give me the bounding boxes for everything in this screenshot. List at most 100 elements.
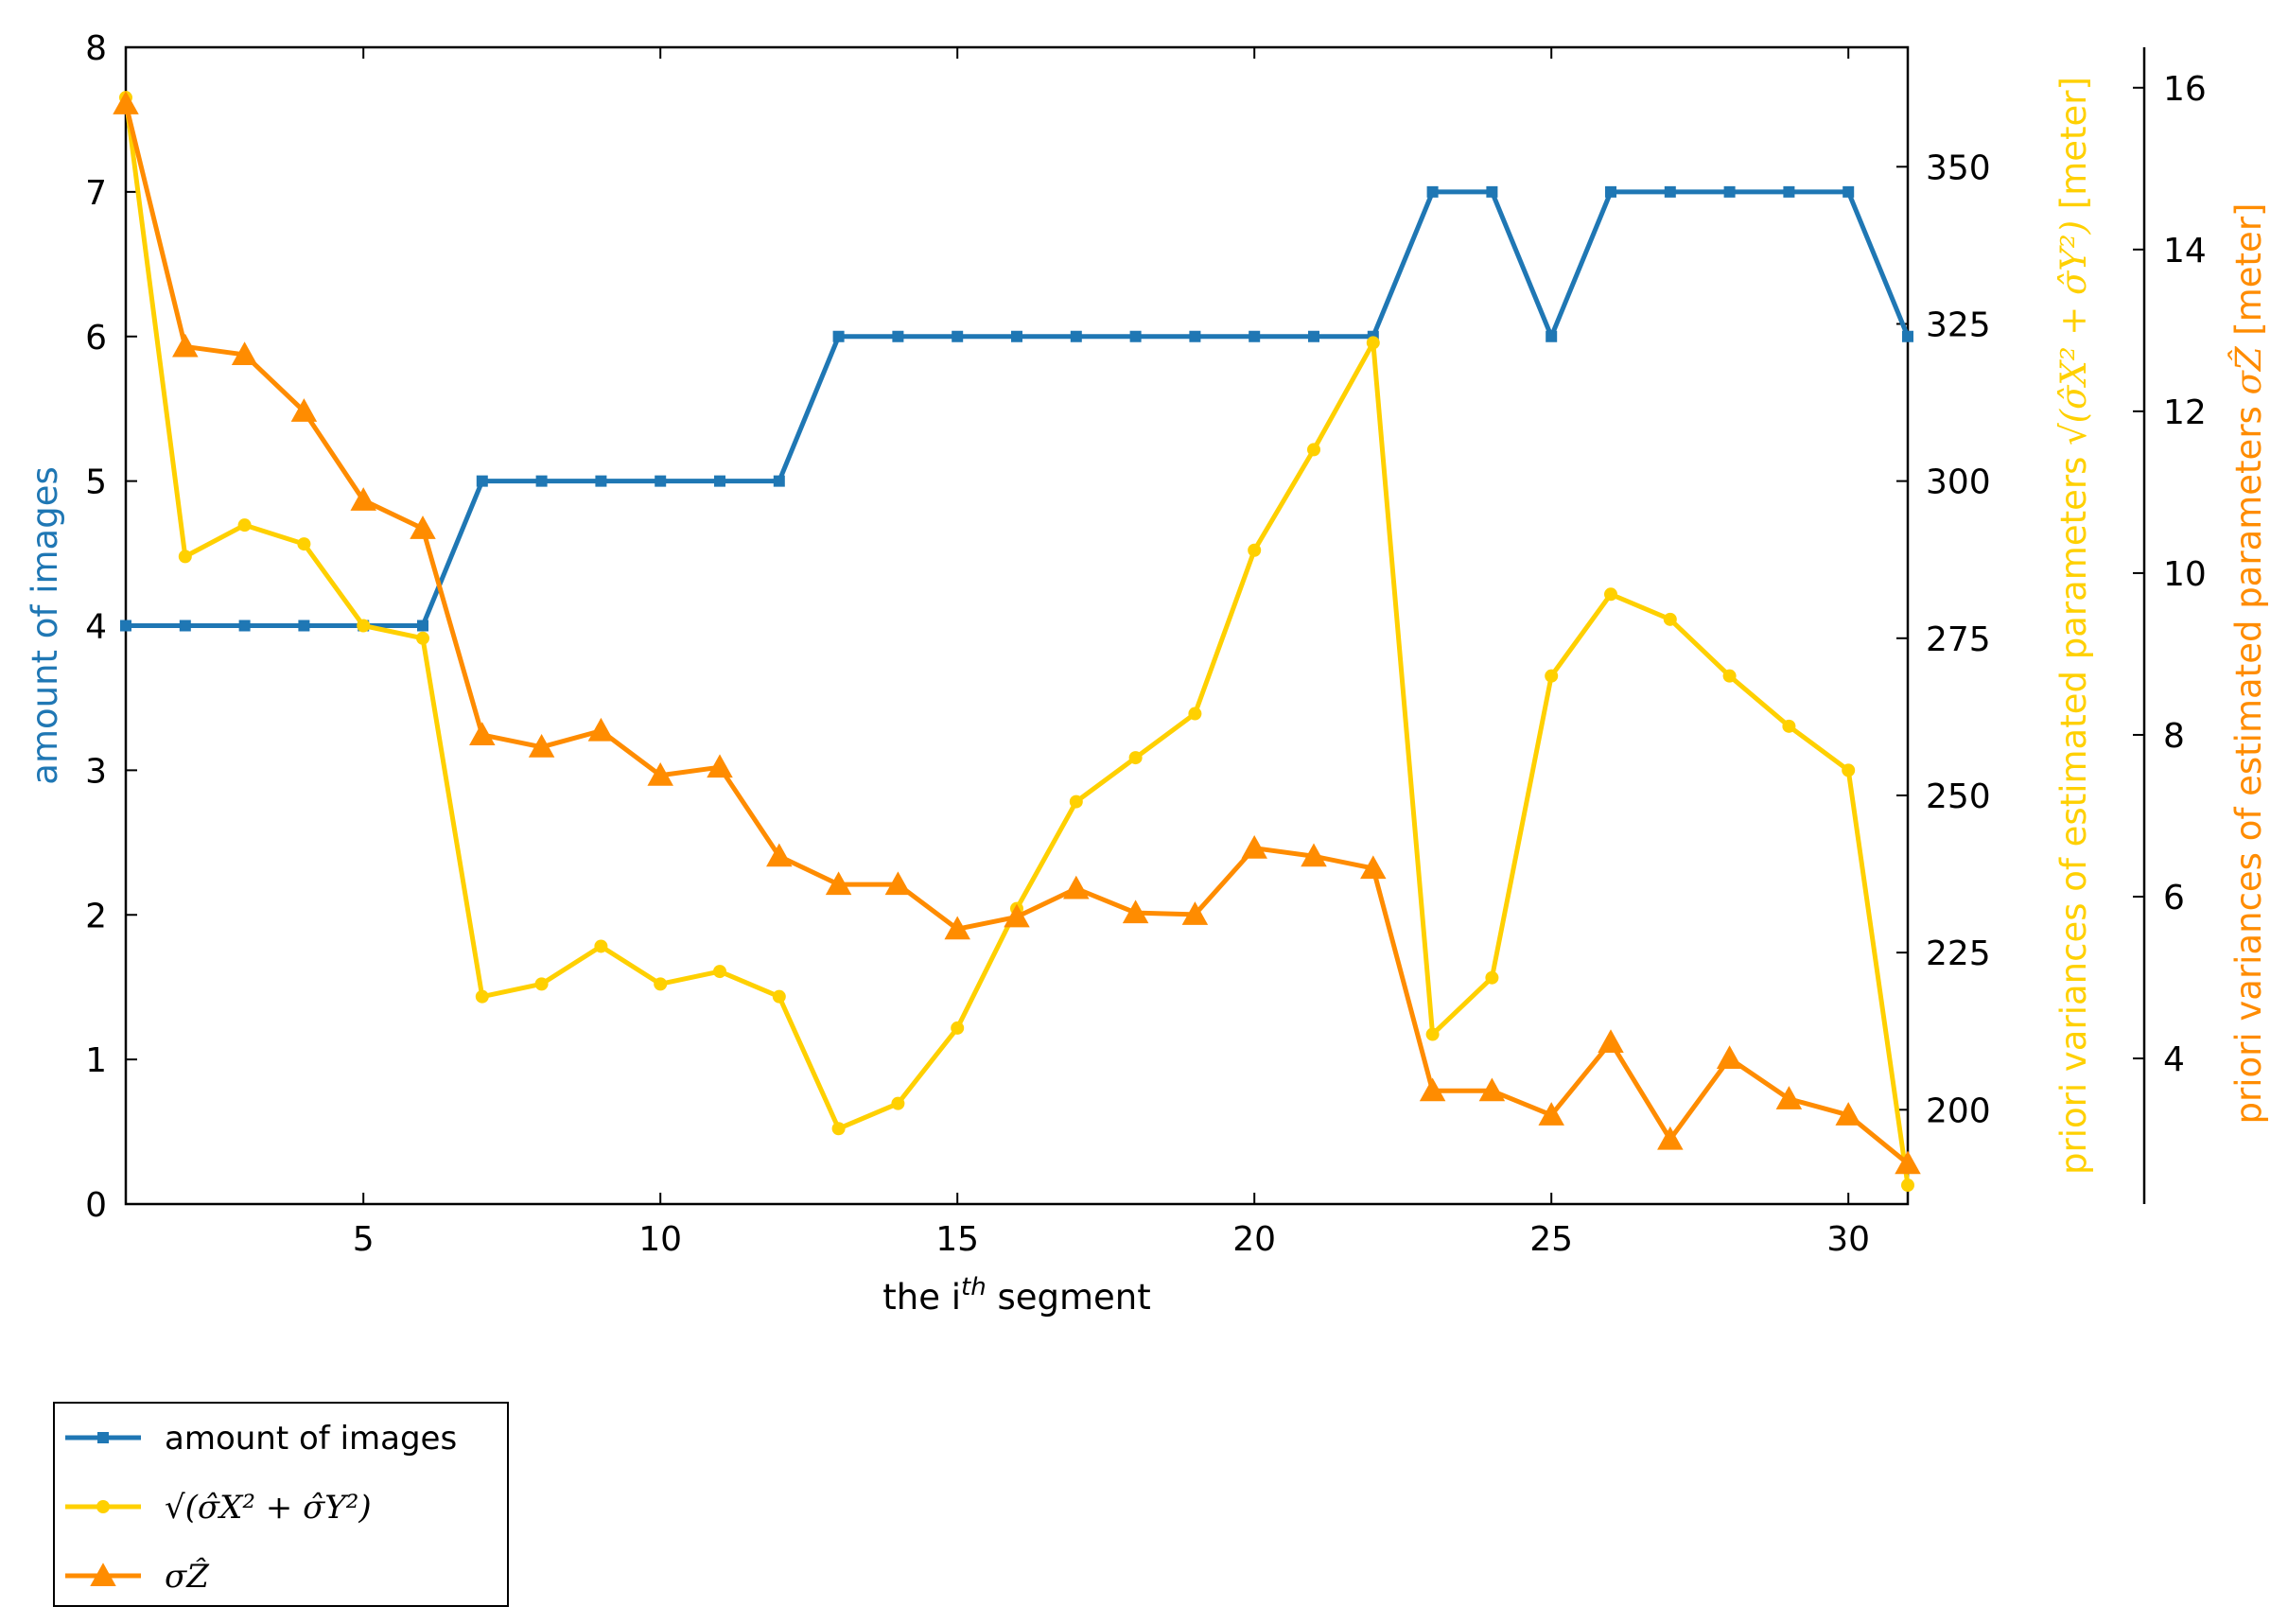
data-point (1664, 185, 1676, 198)
data-point (884, 871, 912, 896)
data-point (1189, 330, 1201, 342)
data-point (1546, 330, 1558, 342)
data-point (238, 620, 251, 632)
x-tick-label: 20 (1232, 1220, 1276, 1259)
data-point (1604, 587, 1617, 602)
legend-marker (96, 1500, 110, 1513)
left-y-tick-label: 2 (85, 897, 107, 935)
data-point (1723, 185, 1736, 198)
data-point (1011, 330, 1022, 342)
data-point (655, 475, 667, 487)
right1-y-tick-label: 325 (1926, 306, 1991, 344)
x-tick-label: 25 (1529, 1220, 1573, 1259)
left-y-tick-label: 0 (85, 1186, 107, 1225)
data-point (410, 515, 436, 539)
x-tick-label: 5 (353, 1220, 375, 1259)
series-line (123, 96, 1911, 1186)
right1-y-tick-label: 350 (1926, 148, 1991, 187)
data-point (120, 620, 131, 632)
data-point (1486, 185, 1498, 198)
right1-y-tick-label: 250 (1926, 777, 1991, 816)
data-point (1895, 1150, 1921, 1175)
data-point (298, 620, 310, 632)
legend-label: amount of images (165, 1420, 457, 1458)
data-point (1426, 185, 1439, 198)
right1-y-tick-label: 275 (1926, 620, 1991, 659)
data-point (1308, 330, 1319, 342)
data-point (1069, 795, 1083, 809)
data-point (1063, 875, 1090, 899)
data-point (528, 734, 555, 758)
left-y-tick-label: 6 (85, 319, 107, 358)
data-point (825, 871, 852, 896)
data-point (113, 91, 139, 114)
data-point (1782, 719, 1796, 733)
right2-y-tick-label: 8 (2163, 717, 2185, 756)
legend: amount of images √(σ̂X² + σ̂Y²) σẐ (53, 1402, 509, 1607)
data-point (1425, 1027, 1440, 1041)
x-tick-label: 15 (935, 1220, 979, 1259)
data-point (1663, 612, 1677, 626)
data-point (714, 475, 725, 487)
data-point (832, 330, 845, 342)
series-layer (113, 91, 1921, 1193)
legend-label: √(σ̂X² + σ̂Y²) (165, 1489, 372, 1527)
right2-y-tick-label: 12 (2163, 393, 2207, 432)
series-amount-of-images (120, 185, 1913, 632)
data-point (587, 717, 615, 742)
data-point (1783, 185, 1795, 198)
data-point (595, 475, 607, 487)
data-point (1366, 336, 1380, 350)
data-point (1605, 185, 1616, 198)
data-point (654, 977, 668, 991)
data-point (350, 487, 376, 511)
data-point (1419, 1077, 1446, 1102)
data-point (831, 1122, 846, 1136)
data-point (1248, 543, 1262, 557)
data-point (1775, 1086, 1803, 1109)
data-point (1722, 669, 1737, 683)
data-point (1249, 330, 1261, 342)
data-point (1122, 899, 1149, 924)
data-point (1901, 1179, 1914, 1193)
data-point (766, 843, 793, 867)
data-point (475, 989, 489, 1004)
legend-marker (90, 1563, 116, 1586)
data-point (290, 398, 318, 422)
data-point (1538, 1102, 1564, 1126)
data-point (178, 550, 192, 564)
data-point (647, 761, 673, 786)
data-point (417, 620, 428, 632)
right1-y-tick-label: 225 (1926, 934, 1991, 973)
right2-y-tick-label: 6 (2163, 879, 2185, 917)
data-point (1307, 443, 1320, 457)
data-point (1301, 843, 1327, 867)
left-y-tick-label: 1 (85, 1041, 107, 1080)
data-point (1835, 1102, 1861, 1126)
left-y-tick-label: 5 (85, 463, 107, 502)
series-z-variance (113, 91, 1921, 1175)
data-point (1902, 330, 1913, 342)
data-point (237, 518, 252, 533)
x-tick-label: 10 (638, 1220, 682, 1259)
data-point (535, 475, 548, 487)
right2-y-tick-label: 10 (2163, 555, 2207, 594)
right2-y-axis-title: priori variances of estimated parameters… (2227, 203, 2269, 1125)
right1-y-tick-label: 200 (1926, 1091, 1991, 1130)
data-point (1716, 1045, 1743, 1070)
data-point (713, 965, 726, 979)
data-point (416, 631, 429, 645)
right2-y-tick-label: 16 (2163, 70, 2207, 109)
data-point (179, 620, 191, 632)
data-point (1657, 1126, 1684, 1150)
data-point (1842, 763, 1856, 777)
data-point (594, 939, 608, 953)
data-point (1545, 669, 1559, 683)
data-point (1181, 901, 1209, 925)
data-point (951, 1021, 965, 1035)
data-point (1360, 855, 1387, 880)
x-tick-label: 30 (1826, 1220, 1870, 1259)
left-y-tick-label: 7 (85, 174, 107, 213)
